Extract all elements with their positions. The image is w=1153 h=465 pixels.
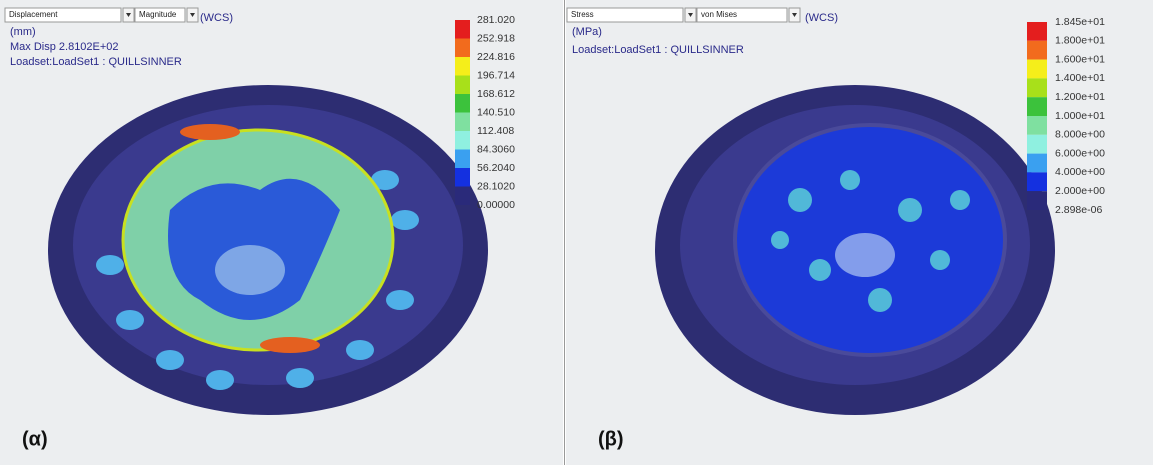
dropdown-value: Displacement — [9, 10, 58, 19]
legend-label: 56.2040 — [477, 162, 515, 174]
figure-label: (β) — [598, 428, 624, 450]
legend-label: 8.000e+00 — [1055, 129, 1105, 141]
legend-label: 140.510 — [477, 106, 515, 118]
legend-label: 84.3060 — [477, 143, 515, 155]
info-line: Loadset:LoadSet1 : QUILLSINNER — [10, 56, 182, 68]
model-stress — [655, 85, 1055, 415]
dropdown-value: von Mises — [701, 10, 737, 19]
legend-band — [1027, 60, 1047, 79]
legend-label: 28.1020 — [477, 180, 515, 192]
legend-band — [1027, 172, 1047, 191]
coordinate-system: (WCS) — [805, 12, 838, 24]
legend-label: 1.800e+01 — [1055, 35, 1105, 47]
legend-band — [1027, 191, 1047, 210]
model-displacement — [48, 85, 488, 415]
dropdown-value: Stress — [571, 10, 594, 19]
legend-band — [1027, 135, 1047, 154]
coordinate-system: (WCS) — [200, 12, 233, 24]
screenshot: Displacement Magnitude (WCS) (mm) Max Disp 2… — [0, 0, 1153, 465]
legend-label: 0.00000 — [477, 199, 515, 211]
info-line: Max Disp 2.8102E+02 — [10, 41, 119, 53]
legend-band — [455, 168, 470, 187]
legend-band — [1027, 41, 1047, 60]
legend-label: 1.600e+01 — [1055, 53, 1105, 65]
legend-band — [1027, 154, 1047, 173]
legend-band — [455, 76, 470, 95]
legend-band — [1027, 97, 1047, 116]
figure-label: (α) — [22, 428, 48, 450]
legend-label: 1.845e+01 — [1055, 16, 1105, 28]
legend-band — [455, 113, 470, 132]
legend-label: 1.400e+01 — [1055, 72, 1105, 84]
legend-band — [455, 57, 470, 76]
legend-band — [455, 131, 470, 150]
legend-band — [1027, 22, 1047, 41]
legend-label: 224.816 — [477, 51, 515, 63]
legend-label: 2.000e+00 — [1055, 185, 1105, 197]
info-line: (MPa) — [572, 26, 602, 38]
legend-label: 112.408 — [477, 125, 514, 137]
legend-label: 1.000e+01 — [1055, 110, 1105, 122]
legend-label: 252.918 — [477, 32, 515, 44]
info-line: (mm) — [10, 26, 36, 38]
legend-label: 1.200e+01 — [1055, 91, 1105, 103]
legend-label: 196.714 — [477, 69, 515, 81]
legend-label: 2.898e-06 — [1055, 204, 1102, 216]
legend-label: 168.612 — [477, 88, 515, 100]
legend-band — [455, 20, 470, 39]
dropdown-value: Magnitude — [139, 10, 177, 19]
legend-band — [455, 39, 470, 58]
legend-band — [455, 150, 470, 169]
legend-band — [1027, 116, 1047, 135]
info-line: Loadset:LoadSet1 : QUILLSINNER — [572, 44, 744, 56]
legend-band — [455, 94, 470, 113]
legend-band — [1027, 78, 1047, 97]
legend-label: 6.000e+00 — [1055, 147, 1105, 159]
legend-label: 4.000e+00 — [1055, 166, 1105, 178]
legend-label: 281.020 — [477, 14, 515, 26]
legend-band — [455, 187, 470, 206]
